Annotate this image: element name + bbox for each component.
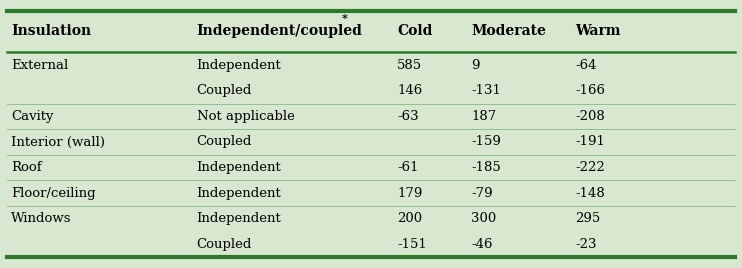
Text: -46: -46: [471, 238, 493, 251]
Text: *: *: [341, 13, 347, 24]
Text: -185: -185: [471, 161, 501, 174]
Text: Roof: Roof: [11, 161, 42, 174]
Text: Independent: Independent: [197, 59, 281, 72]
Text: -148: -148: [575, 187, 605, 200]
Text: 585: 585: [397, 59, 422, 72]
Text: Not applicable: Not applicable: [197, 110, 295, 123]
Text: -23: -23: [575, 238, 597, 251]
Text: Insulation: Insulation: [11, 24, 91, 39]
Text: -64: -64: [575, 59, 597, 72]
Text: 295: 295: [575, 212, 600, 225]
Text: Floor/ceiling: Floor/ceiling: [11, 187, 96, 200]
Text: Coupled: Coupled: [197, 84, 252, 97]
Text: 187: 187: [471, 110, 496, 123]
Text: 9: 9: [471, 59, 479, 72]
Text: Independent: Independent: [197, 187, 281, 200]
Text: -151: -151: [397, 238, 427, 251]
Text: 300: 300: [471, 212, 496, 225]
Text: Coupled: Coupled: [197, 135, 252, 148]
Text: -222: -222: [575, 161, 605, 174]
Text: Cold: Cold: [397, 24, 433, 39]
Text: -191: -191: [575, 135, 605, 148]
Text: -208: -208: [575, 110, 605, 123]
Text: Coupled: Coupled: [197, 238, 252, 251]
Text: Warm: Warm: [575, 24, 620, 39]
Text: Interior (wall): Interior (wall): [11, 135, 105, 148]
Text: Moderate: Moderate: [471, 24, 546, 39]
Text: Independent/coupled: Independent/coupled: [197, 24, 363, 39]
Text: -63: -63: [397, 110, 418, 123]
Text: -131: -131: [471, 84, 501, 97]
Text: External: External: [11, 59, 68, 72]
Text: Independent: Independent: [197, 161, 281, 174]
Text: 146: 146: [397, 84, 422, 97]
Text: Cavity: Cavity: [11, 110, 53, 123]
Text: Independent: Independent: [197, 212, 281, 225]
Text: -79: -79: [471, 187, 493, 200]
Text: Windows: Windows: [11, 212, 72, 225]
Text: -159: -159: [471, 135, 501, 148]
Text: 200: 200: [397, 212, 422, 225]
Text: -166: -166: [575, 84, 605, 97]
Text: -61: -61: [397, 161, 418, 174]
Text: 179: 179: [397, 187, 422, 200]
